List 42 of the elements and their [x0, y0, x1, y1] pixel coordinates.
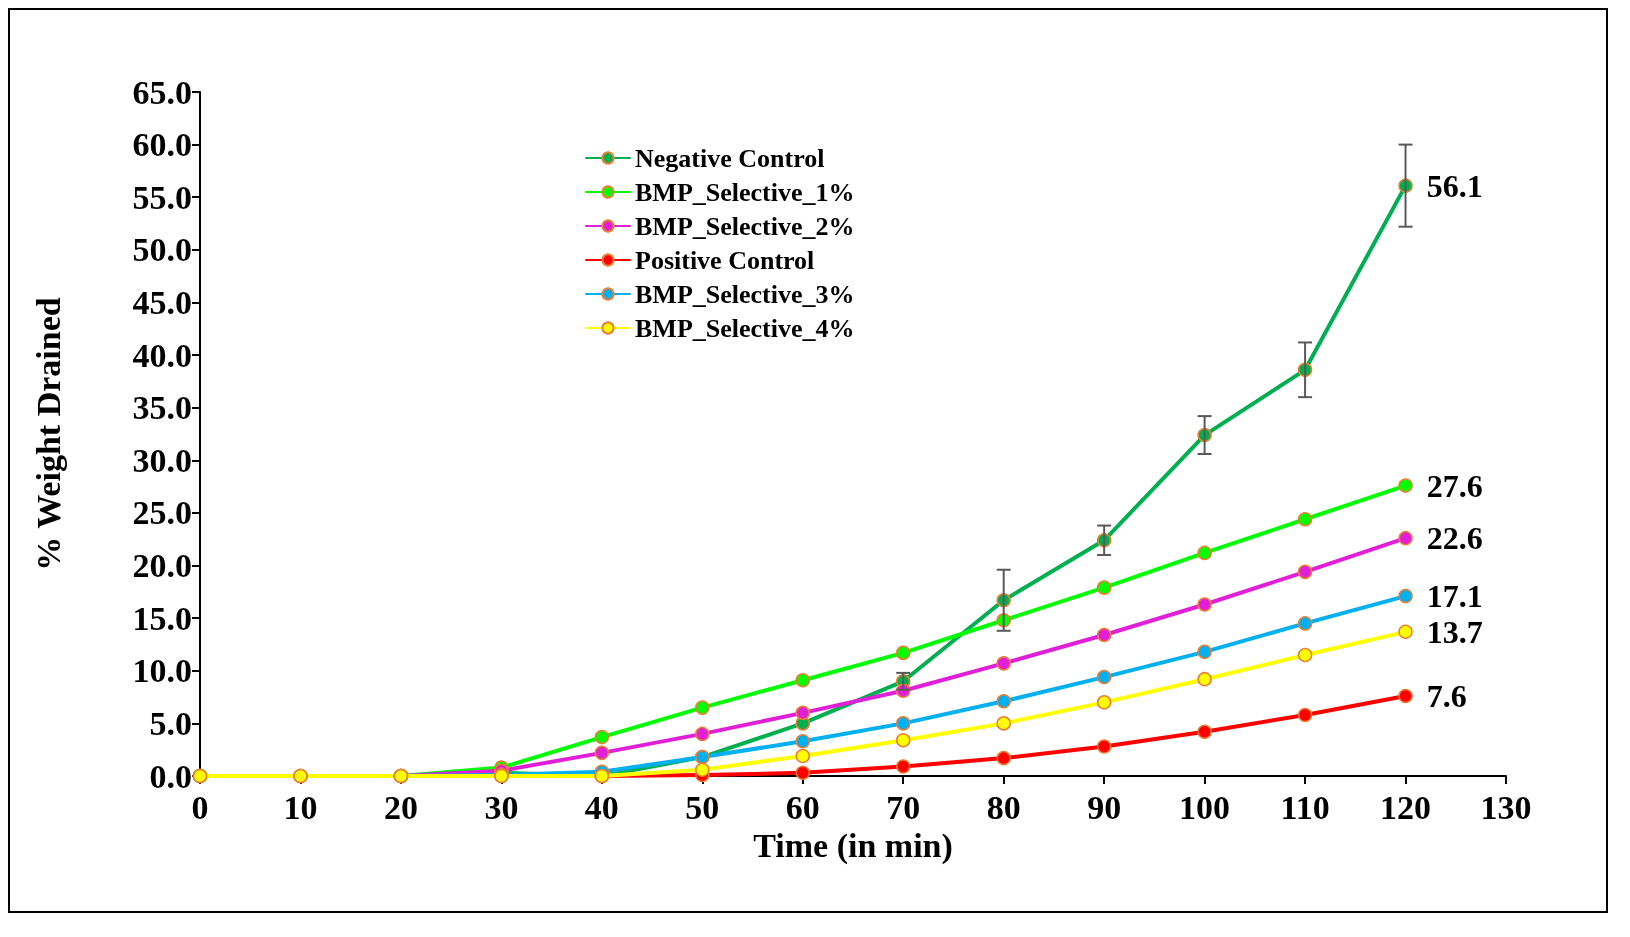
- x-tick-label: 110: [1280, 788, 1330, 826]
- y-tick-label: 10.0: [132, 652, 192, 690]
- data-label: 22.6: [1426, 520, 1483, 557]
- legend-label: BMP_Selective_1%: [635, 177, 855, 207]
- x-tick-label: 120: [1380, 788, 1432, 826]
- y-tick-label: 50.0: [132, 231, 192, 269]
- x-tick-label: 60: [785, 788, 820, 826]
- x-tick-label: 50: [685, 788, 720, 826]
- y-tick-label: 35.0: [132, 389, 192, 427]
- x-tick-label: 30: [484, 788, 519, 826]
- y-tick-label: 40.0: [132, 336, 192, 374]
- legend-label: Negative Control: [635, 143, 825, 173]
- y-tick-label: 20.0: [132, 547, 192, 585]
- x-tick-label: 10: [283, 788, 318, 826]
- x-tick-label: 20: [383, 788, 418, 826]
- data-label: 13.7: [1426, 613, 1483, 650]
- legend-label: BMP_Selective_4%: [635, 313, 855, 343]
- y-tick-label: 15.0: [132, 599, 192, 637]
- legend-label: BMP_Selective_3%: [635, 279, 855, 309]
- x-axis-title: Time (in min): [753, 827, 953, 866]
- x-tick-label: 0: [191, 788, 209, 826]
- y-tick-label: 45.0: [132, 283, 192, 321]
- x-tick-label: 100: [1179, 788, 1231, 826]
- data-label: 27.6: [1426, 467, 1483, 504]
- y-tick-label: 30.0: [132, 441, 192, 479]
- y-tick-label: 25.0: [132, 494, 192, 532]
- data-label: 7.6: [1426, 678, 1467, 715]
- x-tick-label: 70: [886, 788, 921, 826]
- data-label: 17.1: [1426, 578, 1483, 615]
- x-tick-label: 80: [986, 788, 1021, 826]
- y-tick-label: 0.0: [149, 757, 192, 795]
- y-tick-label: 60.0: [132, 126, 192, 164]
- legend-label: BMP_Selective_2%: [635, 211, 855, 241]
- y-tick-label: 55.0: [132, 178, 192, 216]
- x-tick-label: 130: [1480, 788, 1532, 826]
- data-label: 56.1: [1426, 167, 1483, 204]
- x-tick-label: 90: [1087, 788, 1122, 826]
- x-tick-label: 40: [584, 788, 619, 826]
- y-axis-title: % Weight Drained: [29, 297, 67, 571]
- y-tick-label: 5.0: [149, 704, 192, 742]
- legend-label: Positive Control: [635, 245, 815, 275]
- y-tick-label: 65.0: [132, 73, 192, 111]
